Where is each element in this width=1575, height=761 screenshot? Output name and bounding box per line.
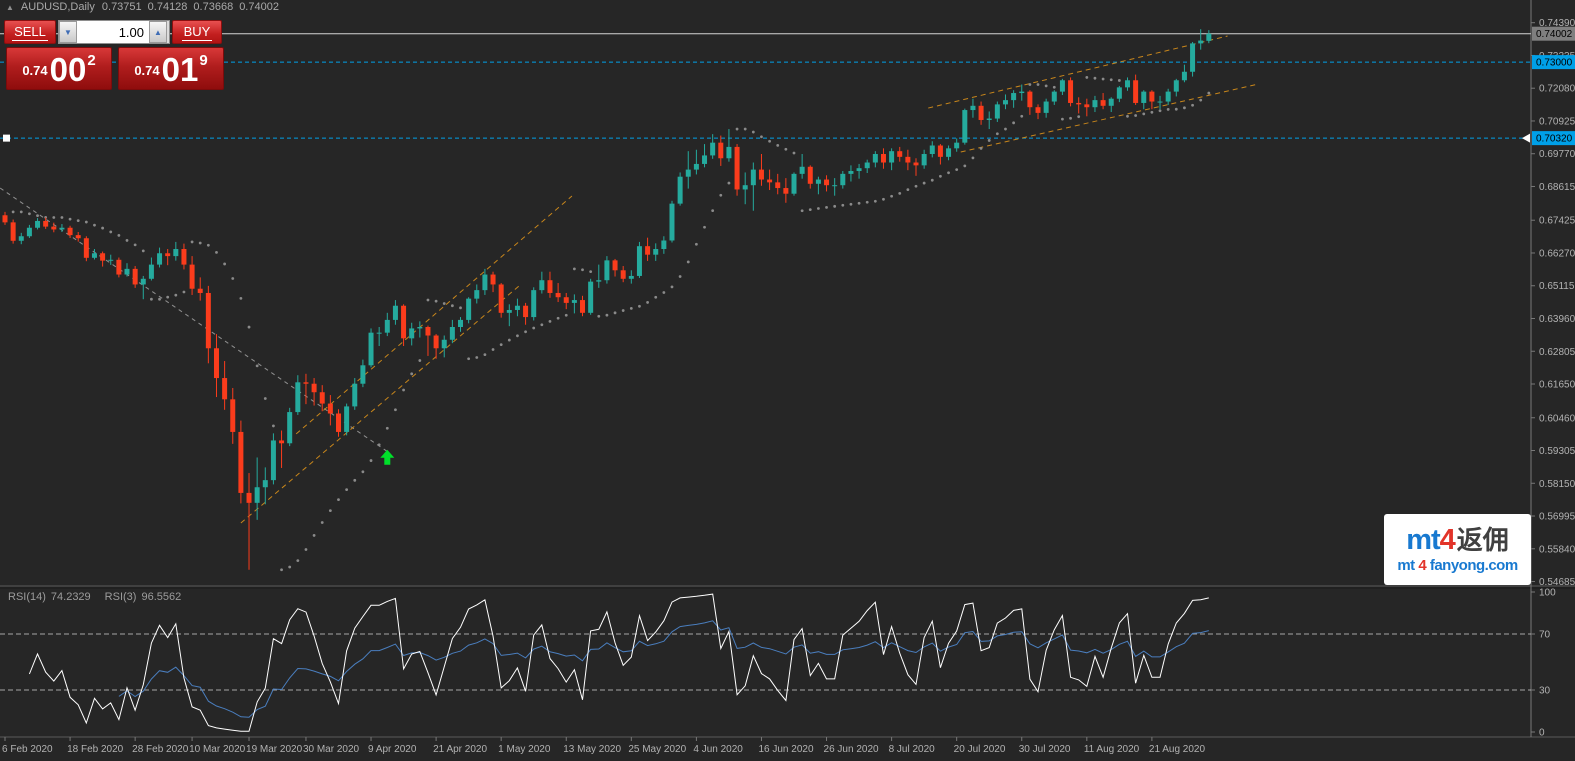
svg-text:21 Aug 2020: 21 Aug 2020: [1149, 744, 1206, 755]
svg-text:0.73000: 0.73000: [1536, 58, 1573, 69]
svg-text:0.63960: 0.63960: [1539, 314, 1575, 325]
svg-text:18 Feb 2020: 18 Feb 2020: [67, 744, 124, 755]
svg-text:0.55840: 0.55840: [1539, 544, 1575, 555]
broker-watermark: mt 4 返佣 mt 4 fanyong.com: [1384, 514, 1531, 585]
svg-text:30: 30: [1539, 686, 1551, 697]
ohlc-readout: 0.73751 0.74128 0.73668 0.74002: [102, 1, 279, 13]
rsi-14-line: [118, 620, 1209, 718]
svg-text:19 Mar 2020: 19 Mar 2020: [246, 744, 303, 755]
svg-text:0.62805: 0.62805: [1539, 347, 1575, 358]
level-lines-layer: [0, 33, 1531, 139]
svg-text:0.61650: 0.61650: [1539, 380, 1575, 391]
svg-text:0: 0: [1539, 728, 1545, 739]
watermark-4: 4: [1439, 524, 1456, 556]
high-value: 0.74128: [147, 1, 188, 13]
rsi-3-line: [28, 593, 1209, 732]
sell-price-panel[interactable]: 0.74 00 2: [6, 47, 112, 90]
svg-text:0.68615: 0.68615: [1539, 182, 1575, 193]
sell-price-sup: 2: [87, 52, 96, 69]
rsi3-value: 96.5562: [141, 591, 182, 603]
svg-text:0.56995: 0.56995: [1539, 512, 1575, 523]
svg-text:0.74390: 0.74390: [1539, 18, 1575, 29]
svg-text:26 Jun 2020: 26 Jun 2020: [824, 744, 879, 755]
buy-price-sup: 9: [199, 52, 208, 69]
volume-control: ▼ ▲: [58, 20, 170, 44]
symbol-triangle-icon: ▲: [6, 2, 14, 12]
svg-text:13 May 2020: 13 May 2020: [563, 744, 621, 755]
svg-text:0.59305: 0.59305: [1539, 446, 1575, 457]
svg-text:6 Feb 2020: 6 Feb 2020: [2, 744, 53, 755]
sell-price-prefix: 0.74: [22, 63, 48, 78]
svg-text:0.66270: 0.66270: [1539, 248, 1575, 259]
svg-text:0.70925: 0.70925: [1539, 116, 1575, 127]
chart-frame: [0, 0, 1575, 738]
svg-text:100: 100: [1539, 588, 1556, 599]
svg-text:21 Apr 2020: 21 Apr 2020: [433, 744, 487, 755]
close-value: 0.74002: [239, 1, 279, 13]
svg-text:4 Jun 2020: 4 Jun 2020: [693, 744, 743, 755]
chevron-up-icon: ▲: [154, 27, 162, 37]
up-arrow-marker: [380, 449, 395, 465]
chevron-down-icon: ▼: [64, 27, 72, 37]
psar-dots-layer: [11, 76, 1211, 572]
watermark-mt: mt: [1406, 524, 1440, 556]
svg-text:28 Feb 2020: 28 Feb 2020: [132, 744, 189, 755]
sell-price-big: 00: [49, 51, 87, 88]
price-axis: 0.743900.732350.720800.709250.697700.686…: [1531, 18, 1575, 588]
candles-layer: [2, 29, 1212, 570]
open-value: 0.73751: [101, 1, 142, 13]
buy-price-panel[interactable]: 0.74 01 9: [118, 47, 224, 90]
sell-button-label: SELL: [12, 23, 48, 41]
svg-text:10 Mar 2020: 10 Mar 2020: [189, 744, 246, 755]
buy-button-label: BUY: [181, 23, 213, 41]
svg-text:8 Jul 2020: 8 Jul 2020: [889, 744, 936, 755]
svg-text:0.58150: 0.58150: [1539, 479, 1575, 490]
rsi3-label: RSI(3): [104, 591, 137, 603]
volume-decrease-button[interactable]: ▼: [59, 21, 77, 43]
svg-text:0.74002: 0.74002: [1536, 29, 1573, 40]
svg-text:0.67425: 0.67425: [1539, 216, 1575, 227]
buy-button[interactable]: BUY: [172, 20, 222, 44]
rsi-pane: 100 70 30 0: [0, 588, 1556, 739]
line-markers: [3, 133, 1530, 143]
svg-text:11 Aug 2020: 11 Aug 2020: [1084, 744, 1140, 755]
svg-text:0.69770: 0.69770: [1539, 149, 1575, 160]
svg-text:70: 70: [1539, 630, 1551, 641]
rsi14-label: RSI(14): [8, 591, 46, 603]
svg-text:0.60460: 0.60460: [1539, 413, 1575, 424]
buy-price-big: 01: [161, 51, 199, 88]
svg-text:9 Apr 2020: 9 Apr 2020: [368, 744, 417, 755]
watermark-cn: 返佣: [1456, 525, 1509, 555]
date-axis: 6 Feb 2020 18 Feb 2020 28 Feb 2020 10 Mar 2…: [2, 737, 1205, 755]
svg-text:20 Jul 2020: 20 Jul 2020: [954, 744, 1006, 755]
chart-title-bar: ▲ AUDUSD,Daily 0.73751 0.74128 0.73668 0…: [6, 1, 279, 13]
svg-text:0.70320: 0.70320: [1536, 134, 1573, 145]
volume-input[interactable]: [77, 21, 149, 43]
svg-text:0.72080: 0.72080: [1539, 84, 1575, 95]
svg-text:0.54685: 0.54685: [1539, 577, 1575, 588]
watermark-site: mt 4 fanyong.com: [1397, 557, 1518, 574]
symbol-period-label: AUDUSD,Daily: [20, 1, 95, 13]
one-click-trade-panel: SELL ▼ ▲ BUY 0.74 00 2 0.74 01 9: [4, 14, 226, 90]
svg-text:30 Jul 2020: 30 Jul 2020: [1019, 744, 1071, 755]
svg-text:25 May 2020: 25 May 2020: [628, 744, 686, 755]
low-value: 0.73668: [193, 1, 234, 13]
buy-price-prefix: 0.74: [134, 63, 160, 78]
svg-text:0.65115: 0.65115: [1539, 281, 1575, 292]
trendlines-layer: [0, 35, 1259, 524]
rsi14-value: 74.2329: [50, 591, 91, 603]
rsi-indicator-header: RSI(14) 74.2329 RSI(3) 96.5562: [8, 591, 181, 603]
svg-text:16 Jun 2020: 16 Jun 2020: [758, 744, 813, 755]
volume-increase-button[interactable]: ▲: [149, 21, 167, 43]
svg-text:30 Mar 2020: 30 Mar 2020: [303, 744, 360, 755]
svg-text:1 May 2020: 1 May 2020: [498, 744, 551, 755]
sell-button[interactable]: SELL: [4, 20, 56, 44]
watermark-logo: mt 4 返佣: [1406, 526, 1509, 555]
